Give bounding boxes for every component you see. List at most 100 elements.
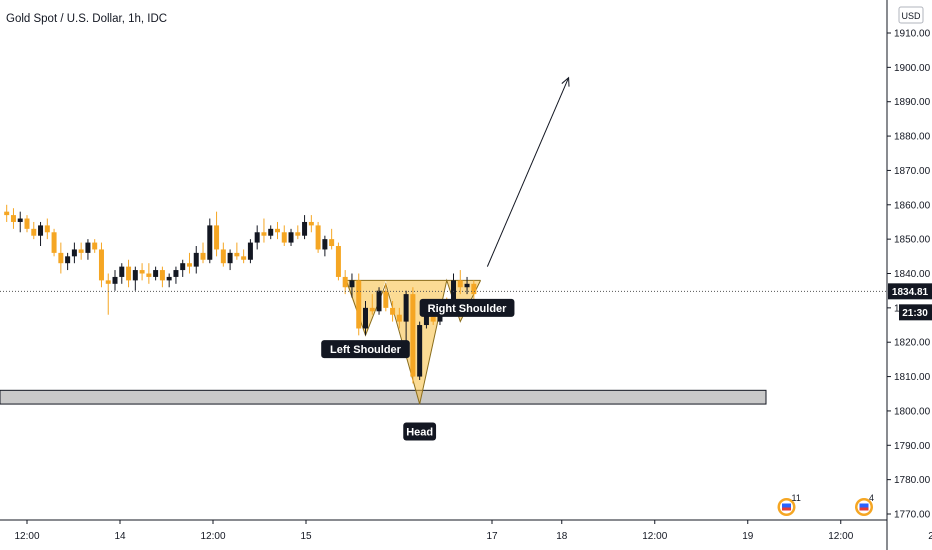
economic-event-badge[interactable]: 11 (777, 493, 801, 516)
candle-body (376, 290, 382, 312)
projection-arrow[interactable] (486, 76, 570, 267)
time-tick-label: 20 (928, 531, 932, 542)
time-tick-label: 19 (742, 531, 754, 542)
pattern-label[interactable]: Right Shoulder (419, 298, 515, 317)
candle-body (153, 270, 159, 277)
candle-body (146, 273, 152, 277)
time-tick-label: 18 (556, 531, 568, 542)
candle-body (322, 239, 328, 250)
price-tick-label: 1780.00 (894, 475, 931, 486)
chart-title: Gold Spot / U.S. Dollar, 1h, IDC (6, 13, 167, 25)
pattern-labels[interactable]: Left Shoulder Head Right Shoulder (321, 298, 515, 441)
candle-body (329, 239, 335, 247)
pattern-label[interactable]: Head (403, 422, 437, 441)
candle-body (65, 256, 71, 264)
price-axis-bg[interactable] (887, 0, 932, 550)
candle-body (180, 263, 186, 271)
candle-body (302, 221, 308, 236)
candle-body (139, 270, 145, 274)
us-flag-stripe (859, 507, 869, 511)
candle-body (403, 294, 409, 322)
price-axis[interactable]: 1770.00 1780.00 1790.00 1800.00 1810.00 1820.… (887, 29, 931, 521)
candle-body (173, 270, 179, 277)
candle-body (98, 249, 104, 281)
currency-button[interactable]: USD (898, 6, 924, 24)
economic-event-badge[interactable]: 4 (855, 493, 874, 516)
time-tick-label: 15 (300, 531, 312, 542)
candle-body (166, 276, 172, 281)
candle-body (132, 270, 138, 281)
price-tick-label: 1880.00 (894, 132, 931, 143)
candle-body (159, 270, 165, 281)
pattern-label[interactable]: Left Shoulder (321, 340, 410, 359)
candle-body (214, 225, 220, 250)
candle-body (220, 249, 226, 264)
price-tick-label: 1860.00 (894, 200, 931, 211)
candle-body (92, 242, 98, 250)
candle-body (234, 252, 240, 257)
support-zone[interactable] (0, 389, 767, 405)
current-price-value: 1834.81 (892, 287, 929, 298)
candle-body (227, 252, 233, 264)
pattern-label-bg (403, 422, 437, 441)
price-tick-label: 1890.00 (894, 97, 931, 108)
support-zone-rect[interactable] (0, 389, 767, 405)
candle-body (241, 256, 247, 260)
candle-body (390, 307, 396, 315)
price-tick-label: 1900.00 (894, 63, 931, 74)
time-tick-label: 14 (114, 531, 126, 542)
candle-body (51, 232, 57, 253)
price-tick-label: 1820.00 (894, 338, 931, 349)
time-tick-label: 17 (486, 531, 498, 542)
pattern-label-text: Right Shoulder (428, 303, 508, 315)
candle-body (268, 228, 274, 236)
candle-body (274, 228, 280, 233)
candle-body (31, 228, 37, 236)
candle-body (363, 307, 368, 329)
candle-body (105, 280, 111, 284)
price-tick-label: 1870.00 (894, 166, 931, 177)
candle-body (308, 221, 314, 226)
candle-body (58, 252, 64, 264)
candle-body (186, 263, 192, 267)
price-tick-label: 1910.00 (894, 29, 931, 40)
event-badge-count: 4 (869, 493, 874, 503)
us-flag-icon (782, 503, 791, 511)
price-tick-label: 1810.00 (894, 372, 931, 383)
time-tick-label: 12:00 (828, 531, 853, 542)
arrow-head (561, 76, 570, 87)
event-badges[interactable]: 11 4 (777, 493, 875, 516)
pattern-label-text: Head (406, 427, 433, 439)
candle-body (4, 211, 10, 216)
candle-body (457, 280, 463, 288)
candle-body (342, 276, 348, 288)
price-tick-label: 1800.00 (894, 406, 931, 417)
candle-body (71, 249, 77, 257)
candle-body (464, 283, 470, 288)
candle-body (126, 266, 132, 281)
candle-body (430, 314, 436, 322)
currency-label: USD (901, 11, 921, 21)
candle-body (247, 242, 253, 260)
us-flag-icon (859, 503, 869, 511)
price-tick-label: 1770.00 (894, 510, 931, 521)
time-tick-label: 12:00 (200, 531, 225, 542)
candle-body (200, 252, 206, 260)
price-tick-label: 1790.00 (894, 441, 931, 452)
price-tick-label: 1850.00 (894, 235, 931, 246)
time-axis[interactable]: 12:00 14 12:00 15 17 18 12:00 19 12:00 20 (14, 520, 932, 542)
pattern-label-bg (419, 298, 515, 317)
candle-body (44, 225, 50, 233)
current-price-tag: 1834.81 21:30 (888, 283, 932, 321)
candle-body (356, 280, 362, 329)
candle-body (207, 225, 213, 260)
candle-body (281, 232, 287, 243)
price-tick-label: 1840.00 (894, 269, 931, 280)
candle-body (193, 252, 199, 267)
candle-body (85, 242, 91, 253)
pattern-label-text: Left Shoulder (330, 344, 402, 356)
arrow-shaft[interactable] (486, 77, 570, 267)
candle-body (471, 283, 477, 295)
candle-body (24, 218, 30, 229)
